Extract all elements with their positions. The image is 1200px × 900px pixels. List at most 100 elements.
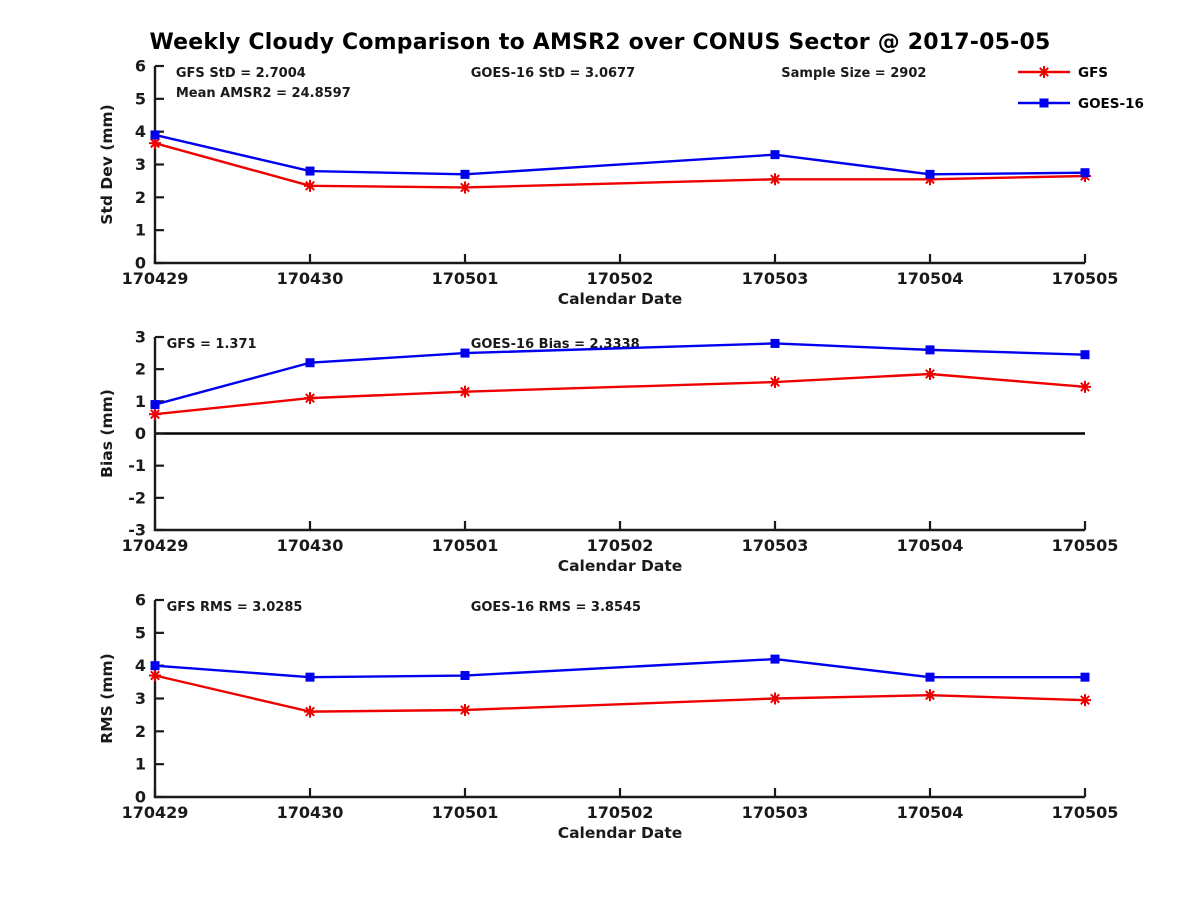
goes16-square-marker	[925, 169, 935, 179]
x-tick-label: 170429	[122, 269, 189, 288]
annotation-rms: GFS RMS = 3.0285	[167, 600, 303, 615]
goes16-square-marker	[460, 169, 470, 179]
legend-label-gfs: GFS	[1078, 65, 1108, 81]
y-tick-label: -1	[128, 456, 146, 475]
marker-spoke	[770, 377, 780, 387]
goes16-square-marker	[770, 654, 780, 664]
x-tick-label: 170430	[277, 269, 344, 288]
goes16-square-marker	[305, 358, 315, 368]
annotation-std-dev: Mean AMSR2 = 24.8597	[176, 86, 351, 101]
y-tick-label: -2	[128, 488, 146, 507]
annotation-bias: GFS = 1.371	[167, 337, 257, 352]
goes16-square-marker	[305, 166, 315, 176]
gfs-asterisk-marker	[304, 705, 316, 718]
goes16-square-marker	[770, 338, 780, 348]
series-line-goes-16	[154, 342, 1086, 406]
annotation-rms: GOES-16 RMS = 3.8545	[471, 600, 641, 615]
x-tick-label: 170503	[742, 536, 809, 555]
gfs-asterisk-marker	[924, 367, 936, 380]
panel-rms: 0 1 2 3 4 5 6 170429 170430 170501 170502 170503 170…	[98, 591, 1118, 843]
x-axis-title: Calendar Date	[558, 557, 683, 575]
marker-spoke	[460, 182, 470, 193]
y-tick-label: 3	[135, 689, 146, 708]
legend-label-goes-16: GOES-16	[1078, 96, 1144, 112]
series-line-goes-16	[154, 657, 1085, 679]
x-tick-label: 170430	[277, 536, 344, 555]
gfs-asterisk-marker	[769, 376, 781, 389]
marker-spoke	[460, 386, 470, 397]
annotation-std-dev: GFS StD = 2.7004	[176, 66, 306, 81]
x-tick-label: 170505	[1052, 536, 1119, 555]
gfs-asterisk-marker	[304, 392, 316, 405]
y-tick-label: 0	[135, 788, 146, 807]
x-tick-label: 170505	[1052, 803, 1119, 822]
x-tick-label: 170429	[122, 536, 189, 555]
marker-spoke	[1080, 695, 1090, 706]
marker-spoke	[770, 174, 780, 185]
x-tick-label: 170502	[587, 803, 654, 822]
x-tick-label: 170501	[432, 536, 499, 555]
x-tick-label: 170503	[742, 269, 809, 288]
marker-spoke	[1080, 381, 1090, 392]
gfs-asterisk-marker	[149, 669, 161, 682]
series-line-gfs	[154, 674, 1086, 713]
x-tick-label: 170501	[432, 803, 499, 822]
x-tick-label: 170429	[122, 803, 189, 822]
marker-spoke	[305, 393, 315, 404]
gfs-asterisk-marker	[924, 689, 936, 702]
y-tick-label: 0	[135, 424, 146, 443]
gfs-asterisk-marker	[1079, 694, 1091, 707]
annotation-std-dev: Sample Size = 2902	[781, 66, 926, 81]
x-tick-label: 170501	[432, 269, 499, 288]
gfs-asterisk-marker	[1079, 380, 1091, 393]
panel-std-dev: 0 1 2 3 4 5 6 170429 170430 170501 170502 170503 170…	[98, 57, 1118, 309]
marker-spoke	[305, 706, 315, 717]
gfs-asterisk-marker	[769, 173, 781, 186]
y-tick-label: 2	[135, 188, 146, 207]
goes16-square-marker	[925, 672, 935, 682]
marker-spoke	[150, 138, 160, 149]
x-tick-label: 170503	[742, 803, 809, 822]
goes16-square-marker	[460, 671, 470, 681]
x-axis-title: Calendar Date	[558, 824, 683, 842]
y-tick-label: 1	[135, 755, 146, 774]
y-axis-title: Std Dev (mm)	[98, 104, 116, 224]
x-tick-label: 170504	[897, 803, 964, 822]
y-tick-label: 3	[135, 155, 146, 174]
x-axis-title: Calendar Date	[558, 290, 683, 308]
goes16-square-marker	[460, 348, 470, 358]
goes16-square-marker	[1080, 350, 1090, 360]
annotation-std-dev: GOES-16 StD = 3.0677	[471, 66, 635, 81]
x-tick-label: 170504	[897, 269, 964, 288]
y-tick-label: 2	[135, 722, 146, 741]
y-tick-label: 4	[135, 656, 146, 675]
y-tick-label: 6	[135, 57, 146, 76]
marker-spoke	[925, 369, 935, 379]
panel-bias: -3 -2 -1 0 1 2 3 170429 170430 170501 170502 170503…	[98, 328, 1118, 576]
goes16-square-marker	[1080, 168, 1090, 178]
gfs-asterisk-marker	[459, 181, 471, 194]
legend: GFS GOES-16	[1018, 65, 1144, 112]
x-tick-label: 170502	[587, 536, 654, 555]
y-tick-label: 5	[135, 623, 146, 642]
series-line-gfs	[154, 142, 1086, 189]
x-tick-label: 170504	[897, 536, 964, 555]
gfs-asterisk-marker	[459, 385, 471, 398]
goes16-square-marker	[925, 345, 935, 355]
y-tick-label: 0	[135, 254, 146, 273]
marker-spoke	[305, 180, 315, 191]
gfs-asterisk-marker	[149, 408, 161, 421]
y-tick-label: 6	[135, 591, 146, 610]
series-line-gfs	[154, 372, 1086, 416]
y-axis-title: RMS (mm)	[98, 653, 116, 743]
y-tick-label: -3	[128, 521, 146, 540]
marker-spoke	[770, 693, 780, 704]
gfs-asterisk-marker	[304, 179, 316, 192]
marker-spoke	[460, 705, 470, 715]
y-axis-title: Bias (mm)	[98, 389, 116, 478]
goes16-square-marker	[770, 150, 780, 160]
x-tick-label: 170430	[277, 803, 344, 822]
goes16-square-marker	[150, 661, 160, 671]
